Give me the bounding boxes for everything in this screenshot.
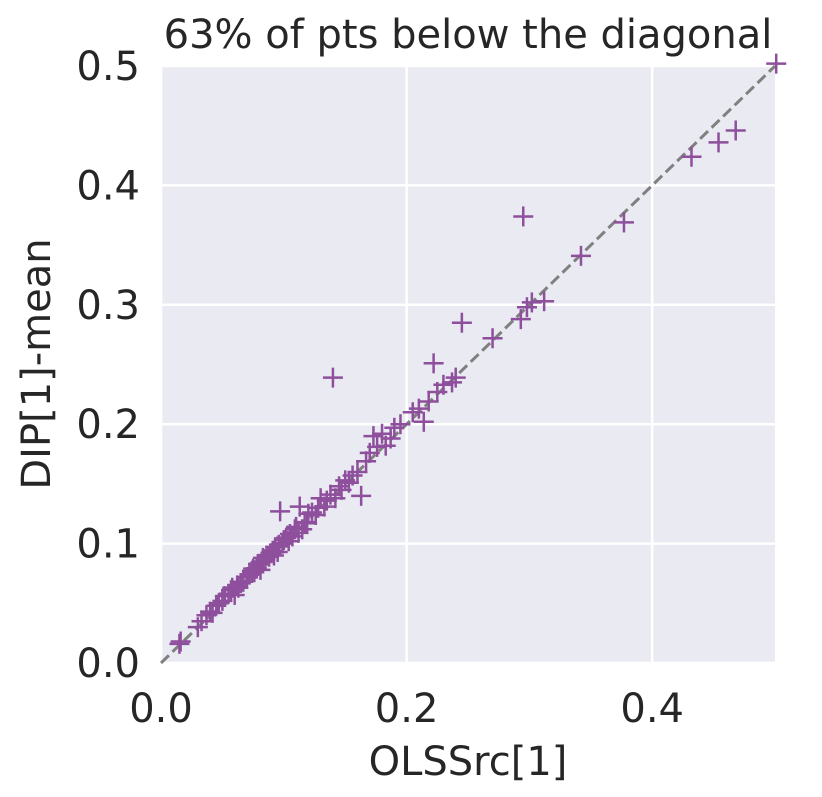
data-point [708, 132, 729, 153]
data-point [356, 451, 377, 472]
data-point [451, 312, 472, 333]
data-point [516, 297, 537, 318]
y-tick-label: 0.2 [76, 402, 140, 448]
x-tick-labels: 0.0 0.2 0.4 [129, 686, 684, 732]
y-tick-label: 0.4 [76, 163, 140, 209]
data-point [570, 245, 591, 266]
data-point [442, 372, 463, 393]
data-point [372, 423, 393, 444]
data-point [510, 309, 531, 330]
diagonal-line [159, 64, 777, 665]
data-point [380, 428, 401, 449]
data-point [170, 631, 191, 652]
data-point [433, 374, 454, 395]
x-tick-label: 0.0 [129, 686, 193, 732]
data-point [351, 485, 372, 506]
y-axis-label: DIP[1]-mean [14, 238, 60, 489]
x-tick-label: 0.2 [375, 686, 439, 732]
points-layer [169, 53, 787, 654]
y-tick-label: 0.3 [76, 283, 140, 329]
data-point [413, 411, 434, 432]
data-point [766, 53, 787, 74]
data-point [322, 367, 343, 388]
y-tick-label: 0.5 [76, 44, 140, 90]
data-point [534, 291, 555, 312]
data-point [613, 212, 634, 233]
data-point [423, 353, 444, 374]
y-tick-label: 0.1 [76, 522, 140, 568]
data-point [681, 146, 702, 167]
data-point [513, 206, 534, 227]
data-point [288, 522, 309, 543]
chart-title: 63% of pts below the diagonal [164, 12, 773, 58]
data-point [270, 501, 291, 522]
x-tick-label: 0.4 [620, 686, 684, 732]
data-point [390, 414, 411, 435]
data-point [320, 484, 341, 505]
data-point [418, 391, 439, 412]
data-point [347, 461, 368, 482]
grid-lines [159, 64, 775, 665]
x-axis-label: OLSSrc[1] [369, 739, 568, 785]
y-tick-labels: 0.0 0.1 0.2 0.3 0.4 0.5 [76, 44, 140, 687]
data-point [725, 120, 746, 141]
diagonal-layer [159, 64, 777, 665]
y-tick-label: 0.0 [76, 641, 140, 687]
data-point [342, 465, 363, 486]
data-point [482, 328, 503, 349]
data-point [445, 367, 466, 388]
data-point [363, 426, 384, 447]
